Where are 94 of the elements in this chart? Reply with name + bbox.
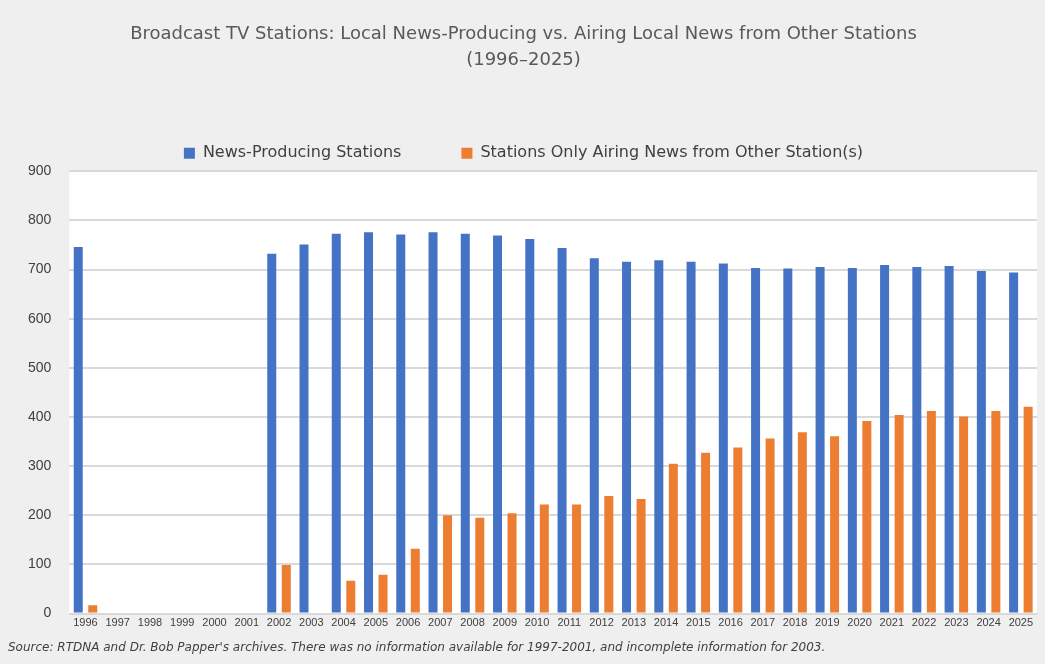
x-tick-label: 2022 — [911, 616, 937, 629]
y-tick-label: 100 — [28, 555, 52, 572]
x-tick-label: 2021 — [879, 616, 905, 629]
bar — [460, 233, 470, 613]
x-tick-label: 1996 — [73, 616, 98, 629]
y-tick-label: 500 — [28, 358, 52, 375]
bar — [572, 504, 582, 613]
bar — [815, 267, 825, 613]
bar — [267, 253, 277, 613]
bar — [428, 232, 438, 613]
bar — [1009, 272, 1019, 613]
bar — [73, 246, 83, 613]
bar — [830, 436, 840, 613]
bar — [443, 515, 453, 613]
chart-title: Broadcast TV Stations: Local News-Producing vs. Airing Local News from Other Stations — [130, 22, 917, 44]
bar — [557, 247, 567, 613]
bar — [589, 258, 599, 613]
x-tick-label: 2008 — [460, 616, 485, 629]
x-tick-label: 2013 — [621, 616, 647, 629]
x-tick-label: 2019 — [815, 616, 840, 629]
bar — [88, 605, 98, 613]
bar — [507, 513, 517, 613]
bar — [604, 496, 614, 613]
y-tick-label: 200 — [28, 506, 52, 523]
x-tick-label: 2025 — [1008, 616, 1034, 629]
bar — [880, 265, 890, 613]
y-tick-label: 600 — [28, 309, 52, 326]
bar — [765, 438, 775, 613]
bar — [926, 411, 936, 613]
bar — [396, 234, 406, 613]
bar — [668, 463, 678, 613]
x-tick-label: 2010 — [524, 616, 550, 629]
x-tick-label: 2023 — [944, 616, 969, 629]
bar — [539, 504, 549, 613]
x-tick-label: 2015 — [686, 616, 711, 629]
bar — [733, 447, 743, 613]
x-tick-label: 2001 — [234, 616, 259, 629]
x-tick-label: 2007 — [428, 616, 453, 629]
bar — [475, 517, 485, 613]
y-tick-label: 900 — [28, 162, 52, 179]
bar — [751, 268, 761, 613]
x-tick-label: 2002 — [266, 616, 292, 629]
bar — [281, 564, 291, 613]
y-tick-label: 800 — [28, 211, 52, 228]
x-tick-label: 2024 — [976, 616, 1001, 629]
bar — [364, 232, 374, 613]
bar — [654, 260, 664, 613]
legend-label: News-Producing Stations — [202, 142, 402, 162]
x-tick-label: 2020 — [847, 616, 872, 629]
bar — [847, 268, 857, 613]
bar — [991, 411, 1001, 613]
bar — [894, 415, 904, 613]
y-tick-label: 0 — [43, 604, 52, 621]
x-tick-label: 1998 — [137, 616, 163, 629]
x-tick-label: 2014 — [653, 616, 679, 629]
bar — [1023, 406, 1033, 613]
bar — [862, 420, 872, 613]
y-tick-label: 400 — [28, 407, 52, 424]
bar — [912, 267, 922, 613]
y-tick-label: 700 — [28, 260, 52, 277]
bar — [378, 574, 388, 613]
bar — [331, 233, 341, 613]
bar — [718, 263, 728, 613]
x-tick-label: 2009 — [492, 616, 518, 629]
bar — [783, 268, 793, 613]
bar — [410, 548, 420, 613]
bar — [636, 499, 646, 613]
x-tick-label: 2004 — [331, 616, 356, 629]
bar — [493, 235, 503, 613]
x-tick-label: 2018 — [782, 616, 808, 629]
x-tick-label: 2003 — [299, 616, 324, 629]
x-tick-label: 2016 — [718, 616, 743, 629]
bar — [976, 270, 986, 613]
x-tick-label: 2000 — [202, 616, 227, 629]
chart-subtitle: (1996–2025) — [466, 48, 581, 70]
x-tick-label: 2011 — [557, 616, 582, 629]
bar — [701, 452, 711, 613]
bar — [346, 580, 356, 613]
bar — [797, 432, 807, 613]
x-tick-label: 2012 — [589, 616, 614, 629]
x-tick-label: 2006 — [395, 616, 421, 629]
x-tick-label: 1997 — [105, 616, 130, 629]
x-tick-label: 1999 — [170, 616, 195, 629]
bar — [622, 261, 632, 613]
bar — [686, 261, 696, 613]
y-tick-label: 300 — [28, 456, 52, 473]
bar — [299, 244, 309, 613]
bar — [959, 416, 969, 613]
x-tick-label: 2017 — [750, 616, 776, 629]
bar — [525, 239, 535, 613]
x-tick-label: 2005 — [363, 616, 389, 629]
bar — [944, 266, 954, 613]
legend-label: Stations Only Airing News from Other Station(s) — [480, 142, 864, 162]
source-note: Source: RTDNA and Dr. Bob Papper's archives. There was no information available for 1997-2001, and incomplete information for 2003. — [8, 640, 826, 654]
